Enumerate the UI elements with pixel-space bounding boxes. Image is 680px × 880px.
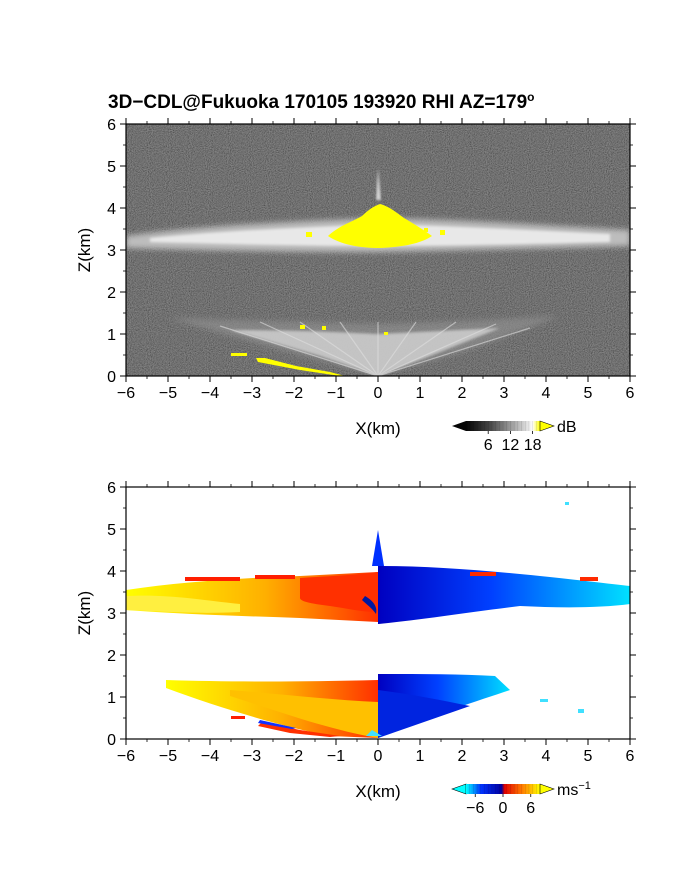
reflectivity-xtick-label: 6 xyxy=(626,385,635,402)
reflectivity-xtick-label: −1 xyxy=(327,385,345,402)
velocity-ytick-label: 3 xyxy=(107,606,116,623)
reflectivity-ytick-label: 6 xyxy=(107,117,116,134)
velocity-xtick-label: −2 xyxy=(285,748,303,765)
velocity-xtick-label: 0 xyxy=(374,748,383,765)
velocity-axes: −6 −5 −4 −3 −2 −1 0 1 2 3 4 5 6 0 1 2 3 4 5 6 xyxy=(107,480,636,765)
reflectivity-ylabel: Z(km) xyxy=(75,228,94,272)
reflectivity-colorbar-unit: dB xyxy=(557,419,577,436)
reflectivity-ytick-label: 3 xyxy=(107,243,116,260)
ground-clutter xyxy=(231,353,345,376)
velocity-xtick-label: −6 xyxy=(117,748,135,765)
reflectivity-xtick-label: −6 xyxy=(117,385,135,402)
velocity-colorbar-tick-label: 6 xyxy=(526,800,535,817)
reflectivity-xtick-label: −5 xyxy=(159,385,177,402)
velocity-xtick-label: −4 xyxy=(201,748,219,765)
reflectivity-ytick-label: 0 xyxy=(107,369,116,386)
reflectivity-colorbar-tick-label: 18 xyxy=(524,437,542,454)
velocity-lower-fan xyxy=(166,674,584,738)
reflectivity-xtick-label: 5 xyxy=(584,385,593,402)
reflectivity-image xyxy=(126,124,630,376)
velocity-ytick-label: 5 xyxy=(107,522,116,539)
reflectivity-xtick-label: −3 xyxy=(243,385,261,402)
velocity-ytick-label: 2 xyxy=(107,648,116,665)
velocity-xtick-label: 6 xyxy=(626,748,635,765)
reflectivity-colorbar-tick-label: 12 xyxy=(502,437,520,454)
reflectivity-ytick-label: 4 xyxy=(107,201,116,218)
velocity-xlabel: X(km) xyxy=(355,782,400,801)
velocity-xtick-label: 3 xyxy=(500,748,509,765)
velocity-ytick-label: 0 xyxy=(107,732,116,749)
reflectivity-xtick-label: 4 xyxy=(542,385,551,402)
velocity-xtick-label: 4 xyxy=(542,748,551,765)
velocity-colorbar-tick-label: 0 xyxy=(499,800,508,817)
velocity-upper-layer xyxy=(126,502,630,624)
lower-fan-echo xyxy=(168,316,560,376)
velocity-image xyxy=(126,487,630,739)
reflectivity-colorbar-tick-label: 6 xyxy=(484,437,493,454)
velocity-xtick-label: −1 xyxy=(327,748,345,765)
reflectivity-colorbar: 6 12 18 dB xyxy=(452,419,577,454)
reflectivity-ytick-label: 5 xyxy=(107,159,116,176)
velocity-xtick-label: −5 xyxy=(159,748,177,765)
reflectivity-xtick-label: 2 xyxy=(458,385,467,402)
reflectivity-ytick-label: 2 xyxy=(107,285,116,302)
velocity-xtick-label: 2 xyxy=(458,748,467,765)
reflectivity-axes: −6 −5 −4 −3 −2 −1 0 1 2 3 4 5 6 0 1 2 3 4 5 6 xyxy=(107,117,636,402)
velocity-ytick-label: 4 xyxy=(107,564,116,581)
reflectivity-xtick-label: 3 xyxy=(500,385,509,402)
reflectivity-ytick-label: 1 xyxy=(107,327,116,344)
velocity-colorbar: −6 0 6 ms−1 xyxy=(451,780,591,817)
velocity-xtick-label: 1 xyxy=(416,748,425,765)
velocity-panel: −6 −5 −4 −3 −2 −1 0 1 2 3 4 5 6 0 1 2 3 4 5 6 X(km) Z(km) −… xyxy=(75,480,636,817)
velocity-xtick-label: −3 xyxy=(243,748,261,765)
velocity-colorbar-tick-label: −6 xyxy=(466,800,484,817)
velocity-ylabel: Z(km) xyxy=(75,591,94,635)
high-echo-core xyxy=(306,204,445,248)
reflectivity-xtick-label: 0 xyxy=(374,385,383,402)
velocity-ytick-label: 6 xyxy=(107,480,116,497)
reflectivity-xtick-label: −4 xyxy=(201,385,219,402)
velocity-xtick-label: 5 xyxy=(584,748,593,765)
reflectivity-xtick-label: 1 xyxy=(416,385,425,402)
velocity-colorbar-unit: ms−1 xyxy=(557,780,591,799)
velocity-ytick-label: 1 xyxy=(107,690,116,707)
reflectivity-xlabel: X(km) xyxy=(355,419,400,438)
reflectivity-xtick-label: −2 xyxy=(285,385,303,402)
figure-title: 3D−CDL@Fukuoka 170105 193920 RHI AZ=179o xyxy=(108,90,535,113)
